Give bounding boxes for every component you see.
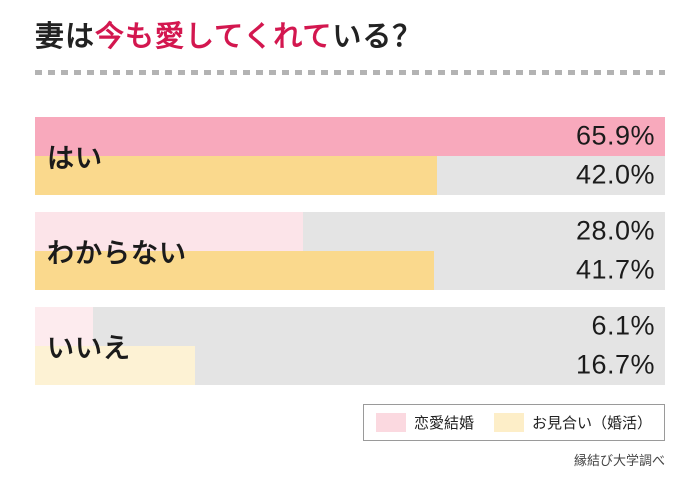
bar-track: 41.7% xyxy=(35,250,665,290)
bar-track: 6.1% xyxy=(35,306,665,346)
value-label: 65.9% xyxy=(575,120,655,151)
category-group-unsure: 28.0% 41.7% わからない xyxy=(35,211,665,290)
bar-love-marriage xyxy=(35,116,665,156)
value-label: 42.0% xyxy=(575,159,655,190)
bar-love-marriage xyxy=(35,211,303,251)
category-label: いいえ xyxy=(47,333,131,364)
dashed-divider xyxy=(35,69,665,75)
value-label: 6.1% xyxy=(591,310,655,341)
value-label: 28.0% xyxy=(575,215,655,246)
source-credit: 縁結び大学調べ xyxy=(573,453,665,468)
legend-label: お見合い（婚活） xyxy=(531,415,652,432)
chart-legend: 恋愛結婚 お見合い（婚活） xyxy=(362,404,665,441)
bar-arranged-marriage xyxy=(35,155,437,195)
value-label: 16.7% xyxy=(575,349,655,380)
title-pre: 妻は xyxy=(35,21,96,53)
bar-track: 28.0% xyxy=(35,211,665,251)
bar-chart: 65.9% 42.0% はい 28.0% 41.7% わからない 6.1% xyxy=(35,116,665,385)
bar-love-marriage xyxy=(35,306,94,346)
category-label: わからない xyxy=(47,238,187,269)
legend-item-love-marriage: 恋愛結婚 xyxy=(375,412,474,433)
bar-arranged-marriage xyxy=(35,250,434,290)
bar-track: 16.7% xyxy=(35,345,665,385)
category-group-yes: 65.9% 42.0% はい xyxy=(35,116,665,195)
legend-swatch xyxy=(493,413,524,432)
value-label: 41.7% xyxy=(575,254,655,285)
title-post: いる？ xyxy=(332,21,423,53)
bar-track: 65.9% xyxy=(35,116,665,156)
title-highlight: 今も愛してくれて xyxy=(95,21,333,53)
bar-arranged-marriage xyxy=(35,345,195,385)
legend-label: 恋愛結婚 xyxy=(413,415,474,432)
legend-swatch xyxy=(375,413,406,432)
category-label: はい xyxy=(47,143,103,174)
bar-track: 42.0% xyxy=(35,155,665,195)
category-group-no: 6.1% 16.7% いいえ xyxy=(35,306,665,385)
legend-item-arranged-marriage: お見合い（婚活） xyxy=(493,412,652,433)
page-title: 妻は今も愛してくれている？ xyxy=(35,20,665,55)
